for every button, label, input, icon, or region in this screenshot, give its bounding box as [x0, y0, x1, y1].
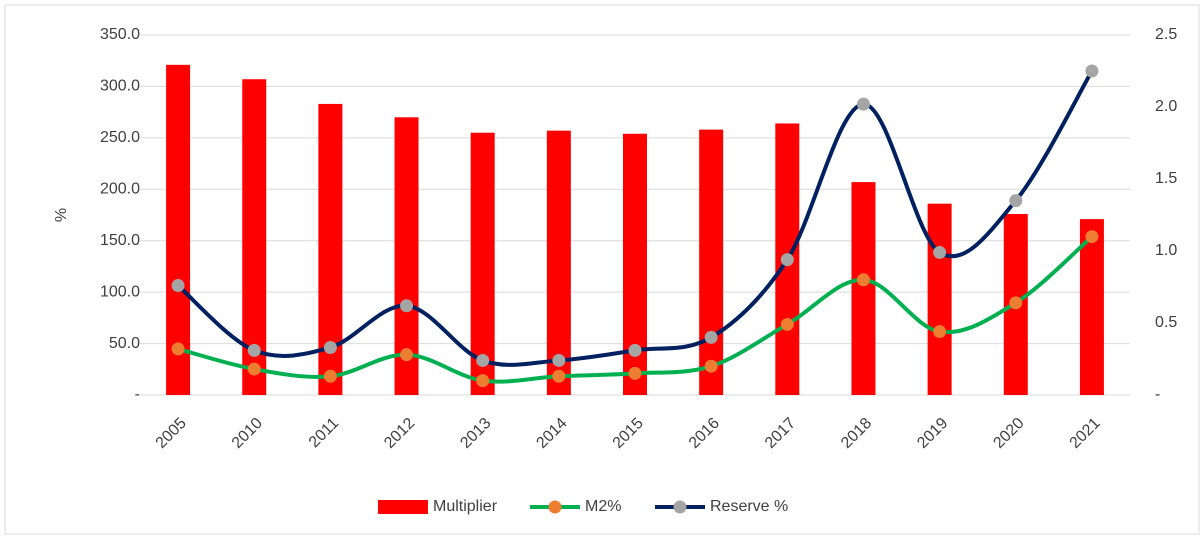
y-tick-label: 100.0: [100, 283, 140, 300]
bar: [699, 129, 724, 395]
y-tick-label: -: [135, 386, 140, 403]
marker: [552, 353, 566, 367]
legend-label: M2%: [585, 498, 621, 515]
y2-tick-label: 2.5: [1155, 26, 1177, 43]
legend-swatch: [378, 500, 428, 514]
marker: [1085, 64, 1099, 78]
legend-marker: [548, 500, 562, 514]
y-tick-label: 300.0: [100, 78, 140, 95]
bar: [851, 182, 876, 395]
bar: [470, 132, 495, 395]
legend-label: Multiplier: [433, 498, 498, 515]
y-axis-title: %: [53, 208, 70, 222]
y-tick-label: 50.0: [109, 335, 140, 352]
bar: [927, 203, 952, 395]
marker: [552, 369, 566, 383]
marker: [1085, 230, 1099, 244]
marker: [171, 279, 185, 293]
marker: [1009, 194, 1023, 208]
marker: [323, 369, 337, 383]
marker: [856, 97, 870, 111]
legend-marker: [673, 500, 687, 514]
y2-tick-label: 2.0: [1155, 98, 1177, 115]
y2-tick-label: 0.5: [1155, 314, 1177, 331]
marker: [704, 359, 718, 373]
marker: [400, 299, 414, 313]
marker: [780, 253, 794, 267]
marker: [476, 353, 490, 367]
y2-tick-label: 1.0: [1155, 242, 1177, 259]
y-tick-label: 150.0: [100, 232, 140, 249]
marker: [780, 317, 794, 331]
marker: [400, 348, 414, 362]
y-tick-label: 200.0: [100, 181, 140, 198]
bar: [1079, 219, 1104, 395]
bar: [242, 79, 267, 395]
marker: [247, 362, 261, 376]
marker: [933, 325, 947, 339]
marker: [323, 340, 337, 354]
marker: [1009, 296, 1023, 310]
bar: [546, 130, 571, 395]
marker: [628, 343, 642, 357]
marker: [704, 330, 718, 344]
marker: [628, 366, 642, 380]
y2-tick-label: 1.5: [1155, 170, 1177, 187]
line: [176, 69, 1094, 367]
marker: [933, 245, 947, 259]
chart-border: [4, 4, 1200, 535]
marker: [171, 342, 185, 356]
marker: [476, 374, 490, 388]
marker: [856, 273, 870, 287]
marker: [247, 343, 261, 357]
bar: [166, 64, 191, 395]
y-tick-label: 250.0: [100, 129, 140, 146]
y-tick-label: 350.0: [100, 26, 140, 43]
y2-tick-label: -: [1155, 386, 1160, 403]
legend-label: Reserve %: [710, 498, 788, 515]
